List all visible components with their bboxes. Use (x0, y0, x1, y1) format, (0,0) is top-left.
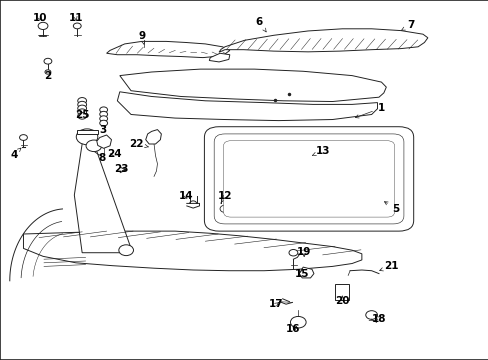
Text: 18: 18 (371, 314, 386, 324)
FancyBboxPatch shape (223, 141, 394, 217)
Text: 1: 1 (355, 103, 384, 118)
Text: 8: 8 (98, 153, 105, 163)
Circle shape (220, 205, 229, 212)
Circle shape (78, 105, 86, 112)
Circle shape (38, 22, 48, 30)
Text: 22: 22 (128, 139, 148, 149)
Text: 4: 4 (10, 148, 21, 160)
Circle shape (365, 311, 377, 319)
Text: 20: 20 (334, 296, 349, 306)
Polygon shape (299, 267, 313, 278)
Polygon shape (117, 92, 377, 121)
Circle shape (76, 129, 98, 145)
Text: 2: 2 (44, 71, 51, 81)
Text: 21: 21 (379, 261, 398, 271)
Polygon shape (97, 135, 111, 148)
Circle shape (45, 70, 51, 74)
Circle shape (78, 113, 86, 119)
Text: 12: 12 (217, 191, 232, 201)
Circle shape (100, 116, 107, 122)
Circle shape (44, 58, 52, 64)
Text: 5: 5 (384, 202, 399, 214)
Circle shape (288, 249, 297, 256)
Text: 24: 24 (107, 149, 122, 159)
Polygon shape (77, 130, 98, 134)
FancyBboxPatch shape (204, 127, 413, 231)
Polygon shape (106, 41, 229, 58)
Text: 19: 19 (296, 247, 311, 257)
Text: 6: 6 (255, 17, 265, 32)
Polygon shape (209, 53, 229, 62)
Circle shape (290, 316, 305, 328)
Circle shape (73, 23, 81, 29)
Circle shape (78, 98, 86, 104)
Polygon shape (120, 69, 386, 102)
Polygon shape (219, 29, 427, 52)
Text: 14: 14 (178, 191, 193, 201)
Polygon shape (74, 138, 131, 253)
Circle shape (119, 245, 133, 256)
Text: 17: 17 (268, 299, 283, 309)
Polygon shape (23, 231, 361, 271)
Circle shape (78, 109, 86, 116)
Text: 16: 16 (285, 324, 300, 334)
Circle shape (100, 120, 107, 126)
Circle shape (78, 102, 86, 108)
Text: 9: 9 (138, 31, 145, 44)
Circle shape (100, 111, 107, 117)
Text: 25: 25 (75, 110, 89, 120)
Circle shape (86, 140, 102, 152)
Text: 10: 10 (33, 13, 47, 23)
Text: 7: 7 (401, 20, 414, 30)
Text: 23: 23 (114, 164, 128, 174)
Bar (335, 284, 348, 300)
Circle shape (20, 135, 27, 140)
Circle shape (100, 107, 107, 113)
Text: 13: 13 (312, 146, 329, 156)
Text: 15: 15 (294, 269, 309, 279)
Polygon shape (307, 148, 323, 159)
Polygon shape (145, 130, 161, 144)
FancyBboxPatch shape (214, 134, 403, 224)
Text: 11: 11 (68, 13, 83, 23)
Text: 3: 3 (99, 125, 106, 135)
